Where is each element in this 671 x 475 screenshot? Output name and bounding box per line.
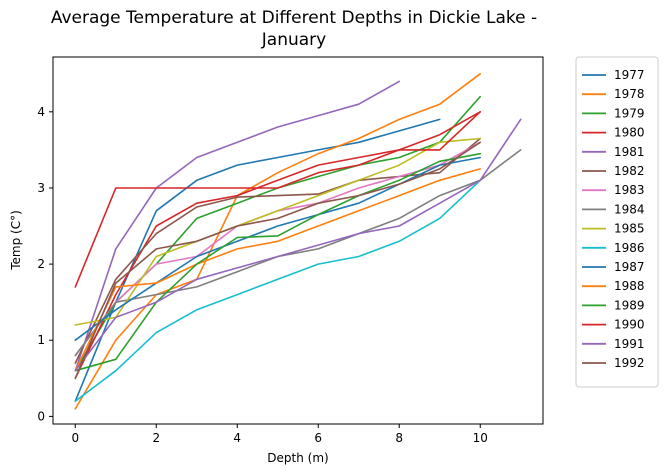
x-tick-label: 6 [314,431,322,445]
legend: 1977 1978 1979 1980 1981 1982 1983 1984 1985 1986… [575,56,659,388]
legend-label-1990: 1990 [614,318,645,332]
series-line-1987 [74,156,482,342]
legend-label-1978: 1978 [614,87,645,101]
legend-label-1988: 1988 [614,279,645,293]
y-tick-label: 2 [37,257,45,271]
legend-label-1979: 1979 [614,106,645,120]
y-axis-label: Temp (C°) [9,210,23,271]
series-line-1977 [74,118,441,403]
series-line-1985 [74,137,482,326]
series-line-1991 [74,118,522,372]
legend-label-1983: 1983 [614,183,645,197]
legend-label-1987: 1987 [614,260,645,274]
series-layer [74,73,522,410]
x-tick-label: 2 [152,431,160,445]
series-line-1984 [74,149,522,357]
x-tick-label: 8 [395,431,403,445]
x-axis-ticks: 0 2 4 6 8 10 [71,424,488,445]
legend-label-1980: 1980 [614,126,645,140]
y-tick-label: 4 [37,105,45,119]
legend-label-1982: 1982 [614,164,645,178]
y-tick-label: 1 [37,333,45,347]
legend-label-1991: 1991 [614,337,645,351]
x-tick-label: 10 [473,431,488,445]
series-line-1981 [74,80,401,372]
x-axis-label: Depth (m) [267,451,328,465]
chart-title-line-1: Average Temperature at Different Depths … [51,8,537,28]
y-axis-ticks: 0 1 2 3 4 [37,105,53,423]
series-line-1980 [74,111,482,380]
series-line-1988 [74,168,482,372]
legend-label-1986: 1986 [614,241,645,255]
series-line-1989 [74,152,482,372]
legend-label-1984: 1984 [614,202,645,216]
x-tick-label: 4 [233,431,241,445]
series-line-1978 [74,73,482,410]
legend-label-1977: 1977 [614,68,645,82]
x-tick-label: 0 [71,431,79,445]
chart-title-line-2: January [261,30,326,50]
legend-label-1985: 1985 [614,222,645,236]
y-tick-label: 3 [37,181,45,195]
series-line-1990 [74,111,482,288]
legend-label-1989: 1989 [614,298,645,312]
series-line-1992 [74,141,482,380]
legend-label-1992: 1992 [614,356,645,370]
y-tick-label: 0 [37,409,45,423]
legend-label-1981: 1981 [614,145,645,159]
series-line-1982 [74,137,482,364]
series-line-1986 [74,179,482,403]
plot-frame [52,56,544,425]
